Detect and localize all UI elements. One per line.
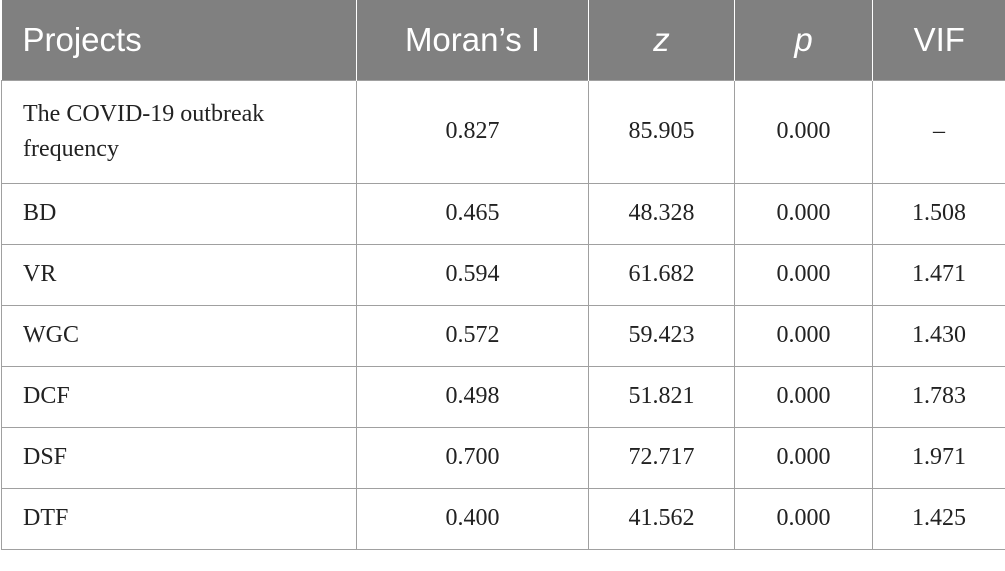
cell-p: 0.000 bbox=[734, 79, 873, 184]
header-z: z bbox=[588, 0, 735, 80]
cell-morans-i: 0.700 bbox=[356, 426, 589, 489]
table-row: DCF 0.498 51.821 0.000 1.783 bbox=[1, 365, 1005, 428]
cell-z: 61.682 bbox=[588, 243, 735, 306]
cell-z: 48.328 bbox=[588, 182, 735, 245]
cell-morans-i: 0.498 bbox=[356, 365, 589, 428]
cell-vif: 1.471 bbox=[872, 243, 1005, 306]
cell-z: 59.423 bbox=[588, 304, 735, 367]
cell-project: DCF bbox=[1, 365, 357, 428]
table-row: VR 0.594 61.682 0.000 1.471 bbox=[1, 243, 1005, 306]
table-body: The COVID-19 outbreak frequency 0.827 85… bbox=[1, 79, 1005, 550]
header-morans-i: Moran’s I bbox=[356, 0, 589, 80]
cell-morans-i: 0.827 bbox=[356, 79, 589, 184]
cell-morans-i: 0.594 bbox=[356, 243, 589, 306]
cell-project: DTF bbox=[1, 487, 357, 550]
header-p: p bbox=[734, 0, 873, 80]
cell-z: 72.717 bbox=[588, 426, 735, 489]
cell-vif: 1.783 bbox=[872, 365, 1005, 428]
cell-p: 0.000 bbox=[734, 243, 873, 306]
cell-z: 51.821 bbox=[588, 365, 735, 428]
cell-project: VR bbox=[1, 243, 357, 306]
data-table: Projects Moran’s I z p VIF The COVID-19 … bbox=[1, 0, 1005, 550]
cell-morans-i: 0.572 bbox=[356, 304, 589, 367]
table-row: WGC 0.572 59.423 0.000 1.430 bbox=[1, 304, 1005, 367]
cell-z: 41.562 bbox=[588, 487, 735, 550]
header-row: Projects Moran’s I z p VIF bbox=[1, 0, 1005, 80]
cell-vif: 1.430 bbox=[872, 304, 1005, 367]
cell-project: BD bbox=[1, 182, 357, 245]
cell-project: WGC bbox=[1, 304, 357, 367]
cell-project: The COVID-19 outbreak frequency bbox=[1, 79, 357, 184]
table-header: Projects Moran’s I z p VIF bbox=[1, 0, 1005, 80]
cell-vif: 1.425 bbox=[872, 487, 1005, 550]
table-row: DTF 0.400 41.562 0.000 1.425 bbox=[1, 487, 1005, 550]
cell-vif: 1.971 bbox=[872, 426, 1005, 489]
cell-p: 0.000 bbox=[734, 304, 873, 367]
header-projects: Projects bbox=[1, 0, 357, 80]
cell-p: 0.000 bbox=[734, 426, 873, 489]
cell-morans-i: 0.400 bbox=[356, 487, 589, 550]
cell-vif: 1.508 bbox=[872, 182, 1005, 245]
cell-p: 0.000 bbox=[734, 182, 873, 245]
cell-p: 0.000 bbox=[734, 365, 873, 428]
table-row: The COVID-19 outbreak frequency 0.827 85… bbox=[1, 79, 1005, 184]
cell-z: 85.905 bbox=[588, 79, 735, 184]
table-row: DSF 0.700 72.717 0.000 1.971 bbox=[1, 426, 1005, 489]
cell-p: 0.000 bbox=[734, 487, 873, 550]
cell-project: DSF bbox=[1, 426, 357, 489]
header-vif: VIF bbox=[872, 0, 1005, 80]
cell-vif: – bbox=[872, 79, 1005, 184]
cell-morans-i: 0.465 bbox=[356, 182, 589, 245]
table-row: BD 0.465 48.328 0.000 1.508 bbox=[1, 182, 1005, 245]
